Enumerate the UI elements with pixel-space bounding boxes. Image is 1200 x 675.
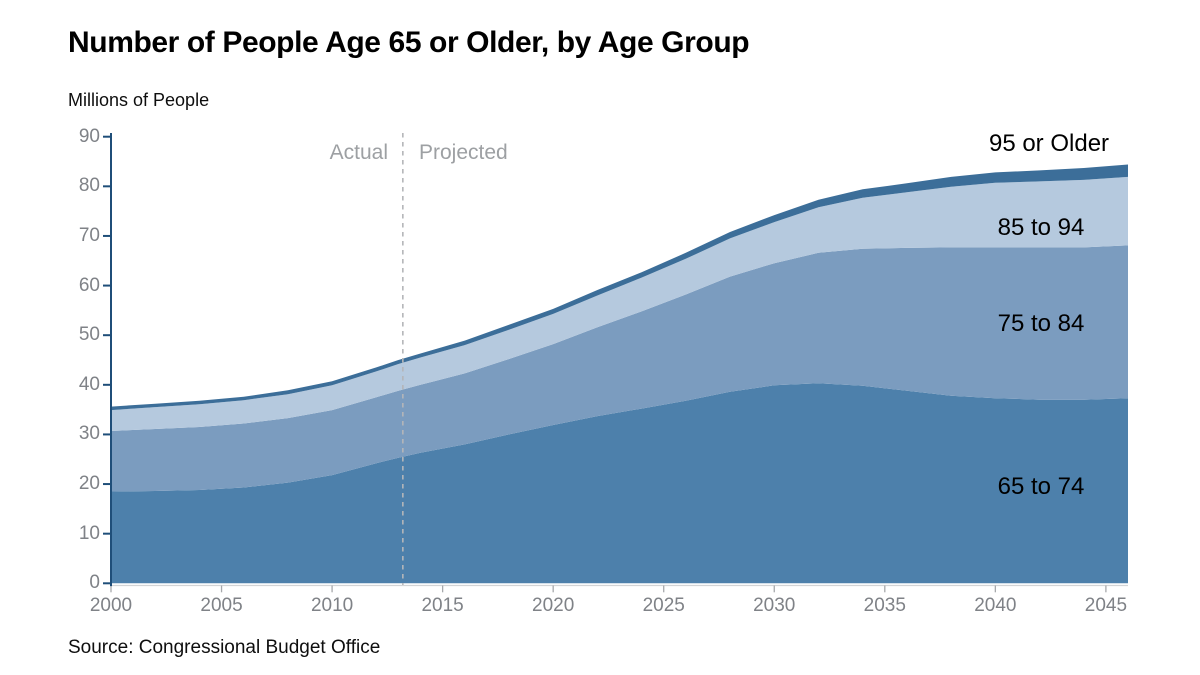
- x-tick-label: 2040: [974, 595, 1017, 616]
- y-axis-units-label: Millions of People: [68, 90, 210, 110]
- y-tick-label: 40: [78, 373, 100, 395]
- series-label-75-to-84: 75 to 84: [997, 310, 1085, 337]
- y-tick-label: 70: [78, 224, 100, 246]
- y-tick-label: 60: [78, 274, 100, 296]
- x-tick-label: 2025: [642, 595, 685, 616]
- source-note: Source: Congressional Budget Office: [68, 637, 381, 658]
- y-tick-label: 50: [78, 324, 100, 346]
- chart-title: Number of People Age 65 or Older, by Age…: [68, 26, 750, 59]
- x-tick-label: 2030: [753, 595, 796, 616]
- y-tick-label: 0: [89, 572, 100, 594]
- annotation-projected: Projected: [419, 141, 508, 164]
- x-tick-label: 2045: [1084, 595, 1128, 616]
- y-tick-label: 30: [78, 423, 100, 445]
- series-label-65-to-74: 65 to 74: [997, 473, 1085, 500]
- x-tick-label: 2010: [310, 595, 354, 616]
- y-tick-label: 10: [78, 522, 100, 544]
- y-tick-label: 80: [78, 175, 100, 197]
- x-tick-label: 2000: [89, 595, 133, 616]
- x-tick-label: 2035: [863, 595, 906, 616]
- x-tick-label: 2020: [532, 595, 575, 616]
- annotation-actual: Actual: [329, 141, 388, 164]
- area-65-to-74: [111, 383, 1128, 584]
- x-tick-label: 2005: [200, 595, 243, 616]
- area-75-to-84: [111, 245, 1128, 492]
- area-85-to-94: [111, 176, 1128, 431]
- y-tick-label: 20: [78, 473, 100, 495]
- series-label-95-or-older: 95 or Older: [988, 130, 1110, 157]
- series-label-85-to-94: 85 to 94: [997, 214, 1085, 241]
- y-tick-label: 90: [78, 125, 100, 147]
- x-tick-label: 2015: [421, 595, 464, 616]
